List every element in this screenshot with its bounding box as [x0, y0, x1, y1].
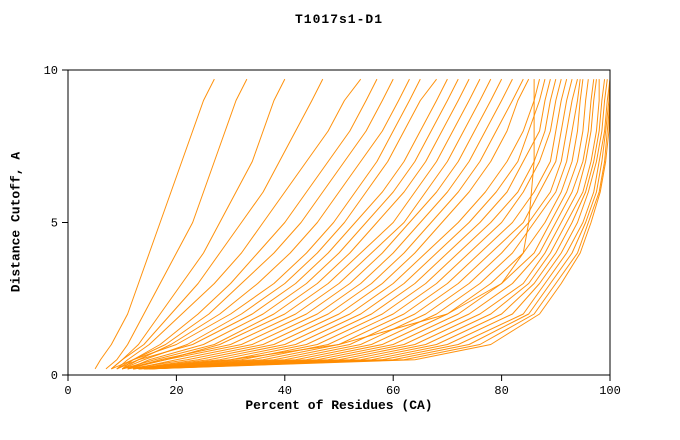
model-curve — [111, 78, 324, 370]
model-curve — [132, 79, 546, 370]
model-curve — [121, 78, 410, 370]
model-curve — [122, 78, 437, 370]
model-curve — [122, 78, 503, 370]
model-curve — [138, 79, 606, 370]
model-curve — [127, 78, 459, 370]
model-curve — [143, 79, 597, 370]
x-tick-label: 100 — [599, 384, 621, 398]
model-curve — [143, 79, 568, 370]
model-curve — [105, 78, 248, 370]
y-axis-label: Distance Cutoff, A — [8, 151, 24, 293]
model-curve — [138, 79, 557, 370]
model-curve — [111, 78, 421, 370]
model-curve — [149, 79, 608, 370]
model-curve — [149, 79, 600, 370]
model-curve — [138, 79, 562, 370]
model-curve — [143, 79, 589, 370]
model-curve — [143, 79, 611, 370]
model-curve — [138, 79, 573, 370]
model-curve — [149, 79, 611, 370]
model-curve — [143, 79, 581, 370]
model-curve — [132, 78, 530, 370]
model-curve — [149, 79, 584, 370]
model-curve — [116, 78, 378, 370]
model-curve — [127, 78, 492, 370]
y-tick-label: 5 — [51, 217, 58, 231]
model-curve — [127, 78, 481, 370]
y-tick-label: 10 — [44, 64, 58, 78]
x-tick-label: 0 — [64, 384, 71, 398]
model-curve — [149, 79, 611, 370]
model-curve — [132, 78, 513, 370]
model-curve — [127, 78, 524, 370]
x-tick-label: 80 — [494, 384, 508, 398]
model-curve — [111, 78, 286, 370]
y-tick-label: 0 — [51, 369, 58, 383]
model-curve — [132, 79, 541, 370]
model-curve — [143, 79, 611, 370]
model-curve — [94, 78, 215, 370]
model-curve — [132, 79, 535, 370]
x-tick-label: 40 — [278, 384, 292, 398]
x-tick-label: 20 — [169, 384, 183, 398]
model-curve — [121, 78, 394, 370]
model-curve — [122, 78, 470, 370]
x-axis-label: Percent of Residues (CA) — [245, 398, 433, 413]
chart-title: T1017s1-D1 — [294, 12, 383, 27]
model-curve — [143, 79, 578, 370]
model-curve — [149, 79, 595, 370]
model-curve — [116, 78, 362, 370]
model-curve — [116, 78, 448, 370]
model-curve — [138, 79, 551, 370]
x-tick-label: 60 — [386, 384, 400, 398]
